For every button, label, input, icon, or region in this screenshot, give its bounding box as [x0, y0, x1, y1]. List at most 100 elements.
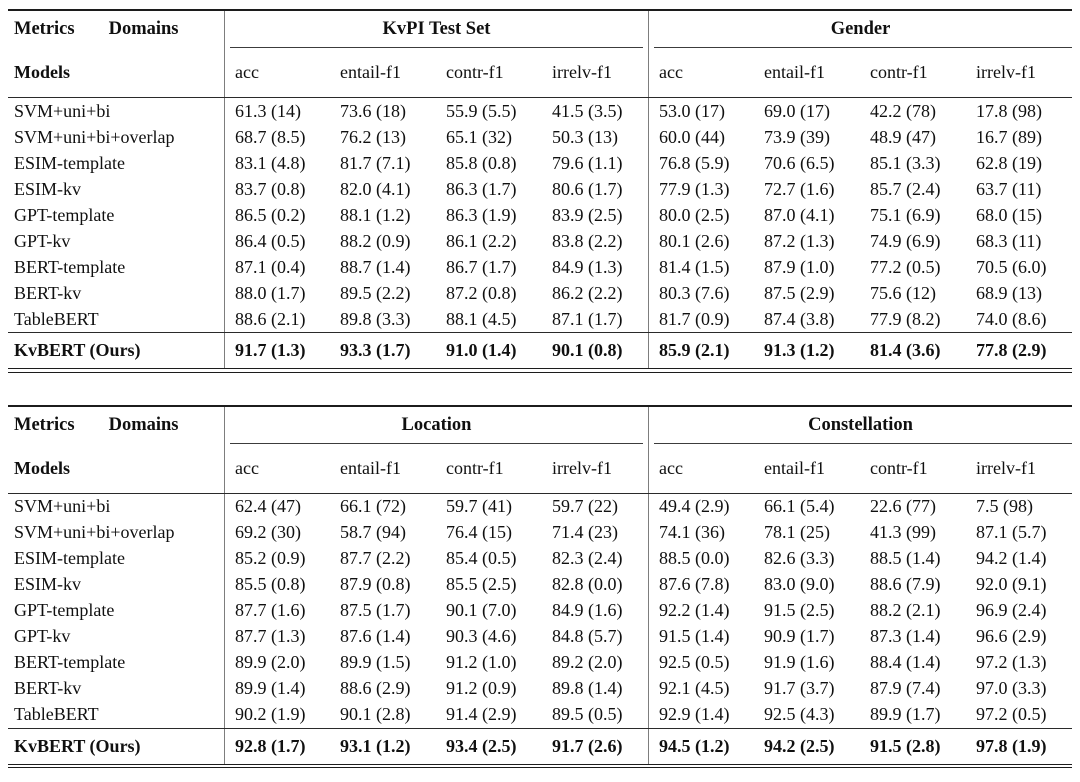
metric-header-contr-f1: contr-f1	[446, 62, 504, 82]
value-cell: 91.5 (2.8)	[870, 735, 941, 756]
value-cell: 85.5 (0.8)	[224, 571, 330, 598]
value-cell: 85.8 (0.8)	[446, 152, 517, 173]
value-cell: 91.7 (2.6)	[552, 735, 623, 756]
value-cell: 97.8 (1.9)	[976, 735, 1047, 756]
value-cell: 87.9 (0.8)	[340, 574, 411, 594]
value-cell: 92.9 (1.4)	[648, 701, 754, 728]
value-cell: 90.9 (1.7)	[764, 626, 835, 646]
value-cell: 87.7 (1.3)	[224, 623, 330, 650]
value-cell: 68.3 (11)	[976, 230, 1042, 251]
value-cell: 86.3 (1.9)	[446, 204, 517, 225]
metric-header-entail-f1: entail-f1	[340, 62, 401, 82]
value-cell: 83.0 (9.0)	[764, 574, 835, 594]
value-cell: 92.0 (9.1)	[976, 574, 1047, 594]
value-cell: 59.7 (41)	[446, 496, 512, 516]
value-cell: 69.2 (30)	[224, 519, 330, 546]
value-cell: 17.8 (98)	[976, 100, 1042, 121]
value-cell: 86.4 (0.5)	[224, 228, 330, 254]
value-cell: 86.5 (0.2)	[224, 202, 330, 228]
table-row: ESIM-template 85.2 (0.9) 87.7 (2.2) 85.4 (0…	[8, 545, 1072, 572]
value-cell: 76.4 (15)	[446, 522, 512, 542]
table-row: BERT-template 89.9 (2.0) 89.9 (1.5) 91.2 (1…	[8, 649, 1072, 676]
value-cell: 87.4 (3.8)	[764, 308, 835, 329]
value-cell: 85.1 (3.3)	[870, 152, 941, 173]
model-name: KvBERT (Ours)	[14, 735, 141, 756]
value-cell: 87.7 (1.6)	[224, 597, 330, 624]
value-cell: 16.7 (89)	[976, 126, 1042, 147]
value-cell: 58.7 (94)	[340, 522, 406, 542]
value-cell: 91.5 (1.4)	[648, 623, 754, 650]
value-cell: 87.2 (0.8)	[446, 282, 517, 303]
value-cell: 66.1 (5.4)	[764, 496, 835, 516]
value-cell: 85.4 (0.5)	[446, 548, 517, 568]
metric-header-entail-f1: entail-f1	[764, 457, 825, 478]
value-cell: 60.0 (44)	[648, 124, 754, 150]
value-cell: 86.1 (2.2)	[446, 230, 517, 251]
value-cell: 82.0 (4.1)	[340, 178, 411, 199]
value-cell: 91.5 (2.5)	[764, 600, 835, 620]
metric-header-irrelv-f1: irrelv-f1	[552, 62, 612, 82]
value-cell: 89.5 (0.5)	[552, 704, 623, 724]
value-cell: 83.9 (2.5)	[552, 204, 623, 225]
table-row: SVM+uni+bi+overlap 69.2 (30) 58.7 (94) 76.4…	[8, 519, 1072, 546]
metric-header-acc: acc	[224, 443, 330, 493]
value-cell: 78.1 (25)	[764, 522, 830, 542]
value-cell: 92.1 (4.5)	[648, 675, 754, 702]
value-cell: 81.4 (1.5)	[648, 254, 754, 280]
metric-header-entail-f1: entail-f1	[764, 62, 825, 82]
value-cell: 79.6 (1.1)	[552, 152, 623, 173]
model-name: BERT-template	[14, 256, 126, 277]
value-cell: 77.8 (2.9)	[976, 340, 1047, 360]
value-cell: 88.2 (2.1)	[870, 600, 941, 620]
bottom-rule	[8, 368, 1072, 373]
group-header-gender: Gender	[648, 11, 1072, 48]
value-cell: 62.8 (19)	[976, 152, 1042, 173]
value-cell: 89.8 (3.3)	[340, 308, 411, 329]
value-cell: 90.2 (1.9)	[224, 701, 330, 728]
value-cell: 90.1 (0.8)	[552, 340, 623, 360]
metric-header-irrelv-f1: irrelv-f1	[976, 457, 1036, 478]
value-cell: 22.6 (77)	[870, 496, 936, 516]
metric-header-acc: acc	[648, 443, 754, 493]
value-cell: 91.7 (1.3)	[224, 333, 330, 368]
value-cell: 86.7 (1.7)	[446, 256, 517, 277]
value-cell: 66.1 (72)	[340, 496, 406, 516]
domains-label: Domains	[108, 19, 179, 39]
value-cell: 61.3 (14)	[224, 98, 330, 124]
metric-header-row: Models acc entail-f1 contr-f1 irrelv-f1 …	[8, 443, 1072, 493]
model-name: KvBERT (Ours)	[14, 340, 141, 360]
value-cell: 97.0 (3.3)	[976, 678, 1047, 698]
value-cell: 83.7 (0.8)	[224, 176, 330, 202]
corner-header: Metrics Domains	[8, 407, 224, 444]
value-cell: 92.8 (1.7)	[224, 728, 330, 764]
models-label: Models	[14, 62, 70, 82]
bottom-rule	[8, 763, 1072, 768]
header-body-rule	[8, 97, 1072, 98]
value-cell: 97.2 (1.3)	[976, 652, 1047, 672]
group-header-kvpi-test-set: KvPI Test Set	[224, 11, 648, 48]
value-cell: 91.9 (1.6)	[764, 652, 835, 672]
value-cell: 94.2 (1.4)	[976, 548, 1047, 568]
pre-final-rule	[8, 332, 1072, 333]
table-row: SVM+uni+bi+overlap 68.7 (8.5) 76.2 (13) 65.…	[8, 124, 1072, 150]
value-cell: 62.4 (47)	[224, 493, 330, 520]
value-cell: 89.9 (1.7)	[870, 704, 941, 724]
value-cell: 91.7 (3.7)	[764, 678, 835, 698]
value-cell: 90.3 (4.6)	[446, 626, 517, 646]
table-row: GPT-template 87.7 (1.6) 87.5 (1.7) 90.1 (7.…	[8, 597, 1072, 624]
value-cell: 91.4 (2.9)	[446, 704, 517, 724]
value-cell: 96.9 (2.4)	[976, 600, 1047, 620]
value-cell: 89.8 (1.4)	[552, 678, 623, 698]
value-cell: 87.6 (1.4)	[340, 626, 411, 646]
metric-header-row: Models acc entail-f1 contr-f1 irrelv-f1 …	[8, 48, 1072, 97]
model-name: TableBERT	[14, 308, 99, 329]
header-body-rule	[8, 492, 1072, 494]
value-cell: 87.0 (4.1)	[764, 204, 835, 225]
model-name: GPT-kv	[14, 230, 71, 251]
corner-header: Metrics Domains	[8, 11, 224, 48]
value-cell: 82.3 (2.4)	[552, 548, 623, 568]
value-cell: 87.6 (7.8)	[648, 571, 754, 598]
value-cell: 68.9 (13)	[976, 282, 1042, 303]
value-cell: 81.7 (0.9)	[648, 306, 754, 332]
